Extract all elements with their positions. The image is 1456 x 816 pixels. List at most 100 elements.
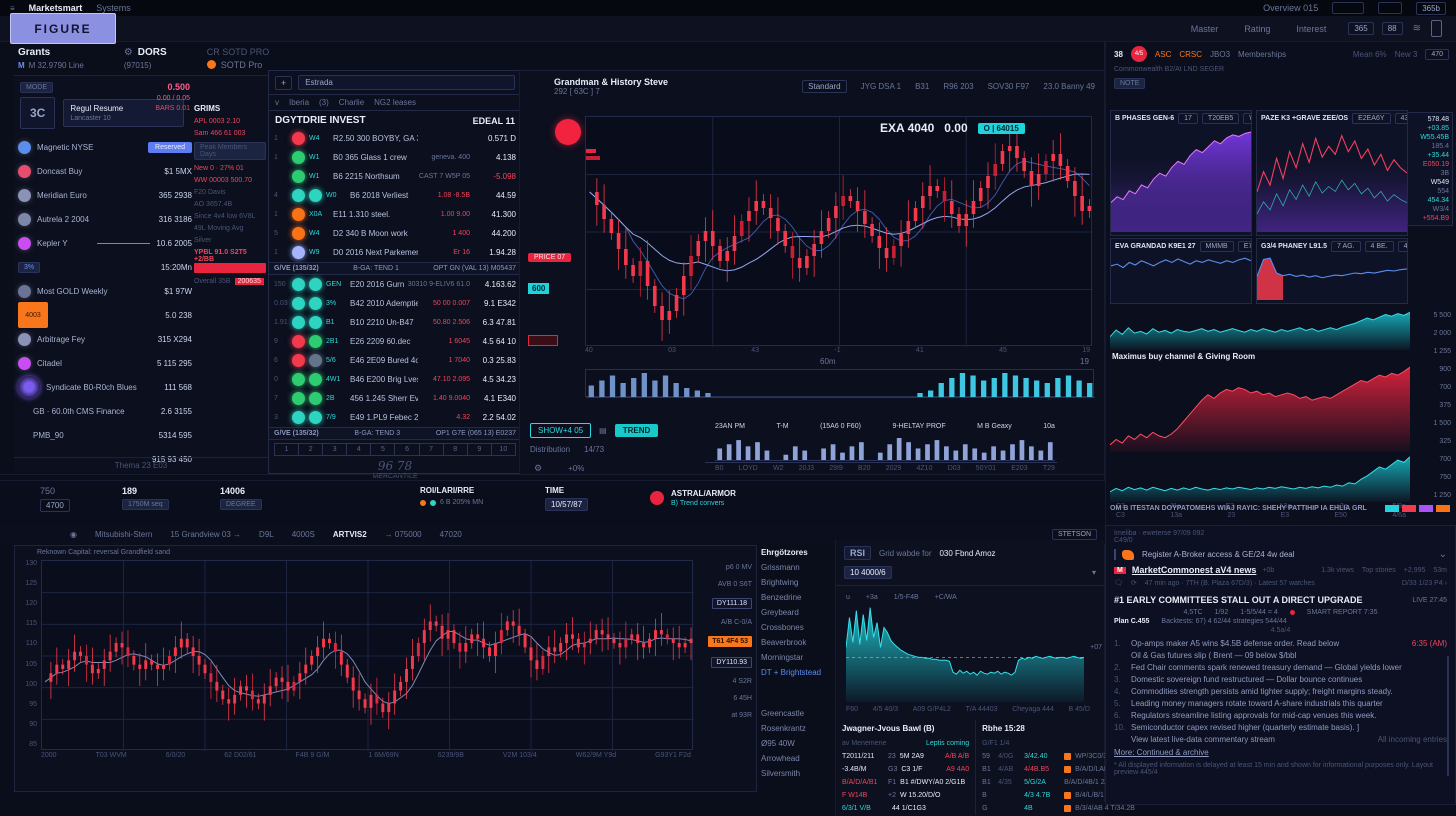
refresh-icon[interactable]: ⟳ xyxy=(1130,580,1137,587)
rsi-table1-row[interactable]: T2011/211 23 5M 2A9 A/B A/B xyxy=(842,750,969,763)
side-list-item[interactable]: Grissmann xyxy=(761,563,800,572)
page-button[interactable]: 6 xyxy=(395,444,420,455)
show-button[interactable]: SHOW+4 05 xyxy=(530,423,592,438)
chat-icon[interactable]: 🗨 xyxy=(1114,580,1123,587)
main-price-chart[interactable] xyxy=(585,116,1093,347)
rsi-table1-row[interactable]: 6/3/1 V/B 44 1/C1G3 xyxy=(842,802,969,815)
stat1-box[interactable]: 4700 xyxy=(40,499,70,512)
card-control[interactable]: MMMB xyxy=(1199,241,1234,252)
chart-control-1[interactable]: JYG DSA 1 xyxy=(860,82,902,91)
tag-asc[interactable]: ASC xyxy=(1154,49,1172,59)
toolbar-item-0[interactable]: Mitsubishi-Stern xyxy=(94,529,153,539)
side-list-item[interactable]: DT + Brightstead xyxy=(761,668,822,677)
rsi-chart[interactable] xyxy=(846,602,1084,702)
side-list-item[interactable]: Crossbones xyxy=(761,623,804,632)
side-list-item[interactable]: Ehrgötzores xyxy=(761,548,808,557)
tag-crsc[interactable]: CRSC xyxy=(1179,49,1203,59)
rsi-table2-row[interactable]: G 4B B/3/4/AB 4 T/34.2B xyxy=(982,802,1138,815)
page-button[interactable]: 2 xyxy=(299,444,324,455)
instrument-row[interactable]: 150 GEN E20 2016 Gurnsey30310 9-ELIV6 61.0… xyxy=(269,275,521,294)
chart-control-5[interactable]: 23.0 Banny 49 xyxy=(1043,82,1095,91)
page-button[interactable]: 8 xyxy=(444,444,468,455)
chart-control-0[interactable]: Standard xyxy=(802,80,847,93)
watchlist-item[interactable]: Arbitrage Fey 315 X294 xyxy=(14,327,196,351)
chart-control-2[interactable]: B31 xyxy=(915,82,930,91)
instrument-row[interactable]: 0.03 3% B42 2010 Ademptied 50 00 0.007 9.1 E… xyxy=(269,294,521,313)
toolbar-item-6[interactable]: 47020 xyxy=(439,529,462,539)
news-banner[interactable]: Register A-Broker access & GE/24 4w deal xyxy=(1142,550,1295,559)
watchlist-item[interactable]: Doncast Buy $1 5MX xyxy=(14,159,196,183)
news-meta2-right[interactable]: D/33 1/23 P4 › xyxy=(1401,579,1447,587)
watchlist-item[interactable]: 3% 15:20Mn xyxy=(14,255,196,279)
stetson-button[interactable]: STETSON xyxy=(1051,528,1097,540)
distribution-label[interactable]: Distribution xyxy=(530,445,571,454)
overview-label[interactable]: Overview 015 xyxy=(1263,3,1319,13)
nav-item-master[interactable]: Master xyxy=(1190,23,1219,34)
orange-tile[interactable]: 4003 xyxy=(18,302,48,328)
card-control[interactable]: T20EB5 xyxy=(1201,113,1240,124)
watchlist-item[interactable]: 4003 5.0 238 xyxy=(14,302,196,328)
news-list-item[interactable]: 5. Leading money managers rotate toward A… xyxy=(1114,698,1447,710)
side-list-item[interactable]: Silversmith xyxy=(761,769,801,778)
instrument-row[interactable]: 5 W4 D2 340 B Moon work 1 400 44.200 xyxy=(269,224,521,243)
toolbar-item-4[interactable]: ARTVIS2 xyxy=(332,529,367,539)
time-box[interactable]: 10/57/87 xyxy=(545,498,589,511)
rsi-dropdown[interactable]: 10 4000/6 xyxy=(844,566,892,579)
grants-title[interactable]: Grants xyxy=(18,46,51,58)
news-list-item[interactable]: 10. Semiconductor capex revised higher (q… xyxy=(1114,722,1447,734)
watchlist-item[interactable]: GB · 60.0th CMS Finance 2.6 3155 xyxy=(14,399,196,423)
instrument-row[interactable]: 1 W1 B0 365 Glass 1 crew geneva. 400 4.138 xyxy=(269,148,521,167)
filter-charlie[interactable]: Charlie xyxy=(338,98,365,107)
page-button[interactable]: 10 xyxy=(499,446,508,453)
instrument-row[interactable]: 6 5/6 E46 2E09 Bured 4ore 1 7040 0.3 25.83 xyxy=(269,351,521,370)
news-list-item[interactable]: 3. Domestic sovereign fund restructured —… xyxy=(1114,674,1447,686)
nav-grid-button[interactable]: 88 xyxy=(1381,22,1403,35)
chart-control-4[interactable]: SOV30 F97 xyxy=(987,82,1030,91)
card-control[interactable]: 43/40 xyxy=(1394,113,1407,124)
mini-slider[interactable] xyxy=(96,242,151,244)
trend-button[interactable]: TREND xyxy=(614,424,659,437)
side-list-item[interactable]: Benzedrine xyxy=(761,593,802,602)
card-control[interactable]: 17 xyxy=(1178,113,1198,124)
page-button[interactable]: 7 xyxy=(420,444,444,455)
card-control[interactable]: 7 AG. xyxy=(1331,241,1361,252)
rsi-table2-row[interactable]: B 4/3 4.7B B/4/L/B/1 2/54.1B xyxy=(982,789,1138,802)
side-list-item[interactable]: Arrowhead xyxy=(761,754,800,763)
filter-iberia[interactable]: Iberia xyxy=(289,98,310,107)
panel-toggle-icon[interactable] xyxy=(1378,2,1403,14)
card-control[interactable]: 4 BE. xyxy=(1364,241,1394,252)
chart-control-3[interactable]: R96 203 xyxy=(943,82,974,91)
side-list-item[interactable]: Ø95 40W xyxy=(761,739,795,748)
instrument-row[interactable]: 0 4W1 B46 E200 Brig Lves 47.10 2.095 4.5 34.… xyxy=(269,370,521,389)
nav-item-rating[interactable]: Rating xyxy=(1244,23,1271,34)
card-control[interactable]: E2EA6Y xyxy=(1352,113,1391,124)
btn-470[interactable]: 470 xyxy=(1425,48,1449,60)
page-button[interactable]: 1 xyxy=(275,444,300,455)
rsi-table2-row[interactable]: B1 4/35 5/G/2A B/A/D/4B/1 2/31B xyxy=(982,776,1138,789)
instrument-row[interactable]: 7 2B 456 1.245 Sherr Ev64 1.40 9.0040 4.1 E3… xyxy=(269,389,521,408)
toolbar-item-2[interactable]: D9L xyxy=(259,529,274,539)
side-list-item[interactable]: Morningstar xyxy=(761,653,804,662)
instruments-search-input[interactable] xyxy=(298,75,515,90)
news-list-item[interactable]: 2. Fed Chair comments spark renewed treas… xyxy=(1114,662,1447,674)
news-list-item[interactable]: 4. Commodities strength persists amid tig… xyxy=(1114,686,1447,698)
toolbar-item-3[interactable]: 4000S xyxy=(291,529,315,539)
phone-icon[interactable] xyxy=(1431,20,1442,37)
side-list-item[interactable]: Beaverbrook xyxy=(761,638,807,647)
page-button[interactable]: 9 xyxy=(468,444,492,455)
instruments-pagination[interactable]: 1 2 3 4 5 6 7 8 9 10 xyxy=(274,443,516,456)
add-instrument-button[interactable]: + xyxy=(275,75,293,90)
toolbar-item-1[interactable]: 15 Grandview 03 → xyxy=(170,529,242,539)
card-control[interactable]: 43 434 xyxy=(1397,241,1407,252)
watchlist-item[interactable]: Syndicate B0-R0ch Blues 111 568 xyxy=(14,375,196,399)
settings-gear-icon[interactable]: ⚙ xyxy=(534,463,543,473)
side-list-item[interactable]: Greybeard xyxy=(761,608,799,617)
source-name[interactable]: MarketCommonest aV4 news xyxy=(1131,565,1257,575)
instrument-row[interactable]: 1 W4 R2.50 300 BOYBY, GA 3X0 CD 0.571 D xyxy=(269,129,521,148)
instrument-row[interactable]: 9 2B1 E26 2209 60.dec 1 6045 4.5 64 10 xyxy=(269,332,521,351)
tag-jbo3[interactable]: JBO3 xyxy=(1210,49,1231,59)
watchlist-item[interactable]: PMB_90 5314 595 xyxy=(14,423,196,447)
watchlist-item[interactable]: Autrela 2 2004 316 3186 xyxy=(14,207,196,231)
topbar-365-button[interactable]: 365b xyxy=(1416,1,1446,15)
